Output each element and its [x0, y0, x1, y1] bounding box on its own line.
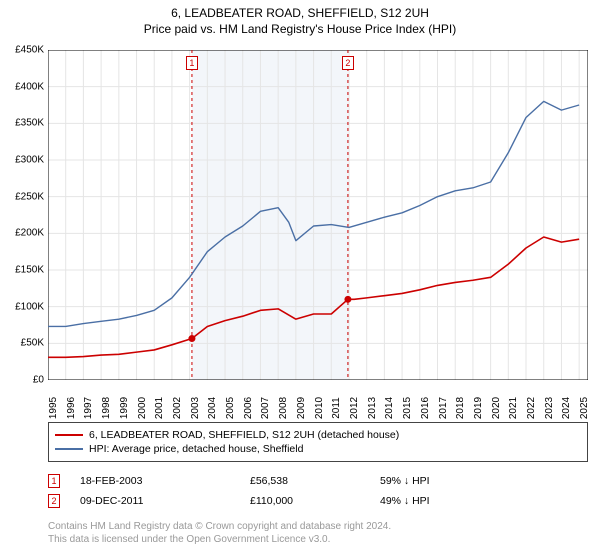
y-tick-label: £0 [33, 375, 44, 386]
tx-price: £56,538 [250, 475, 380, 487]
legend-row: 6, LEADBEATER ROAD, SHEFFIELD, S12 2UH (… [55, 429, 581, 441]
x-tick-label: 2001 [154, 397, 165, 419]
x-tick-label: 2000 [137, 397, 148, 419]
x-tick-label: 2015 [402, 397, 413, 419]
legend-swatch [55, 434, 83, 436]
legend-label: 6, LEADBEATER ROAD, SHEFFIELD, S12 2UH (… [89, 429, 399, 441]
x-tick-label: 2006 [243, 397, 254, 419]
chart-marker-1: 1 [186, 56, 198, 70]
x-tick-label: 2024 [561, 397, 572, 419]
x-tick-label: 2016 [420, 397, 431, 419]
y-tick-label: £50K [21, 338, 44, 349]
y-tick-label: £150K [15, 265, 44, 276]
footer-line1: Contains HM Land Registry data © Crown c… [48, 520, 588, 533]
x-tick-label: 2005 [225, 397, 236, 419]
x-tick-label: 2025 [579, 397, 590, 419]
x-tick-label: 2019 [473, 397, 484, 419]
legend-label: HPI: Average price, detached house, Shef… [89, 443, 303, 455]
x-tick-label: 1995 [48, 397, 59, 419]
y-tick-label: £250K [15, 191, 44, 202]
tx-date: 09-DEC-2011 [80, 495, 250, 507]
x-tick-label: 2013 [367, 397, 378, 419]
x-tick-label: 1998 [101, 397, 112, 419]
x-tick-label: 2014 [384, 397, 395, 419]
title-block: 6, LEADBEATER ROAD, SHEFFIELD, S12 2UH P… [0, 0, 600, 36]
x-tick-label: 2008 [278, 397, 289, 419]
footer: Contains HM Land Registry data © Crown c… [48, 520, 588, 546]
x-tick-label: 2017 [438, 397, 449, 419]
tx-delta: 49% ↓ HPI [380, 495, 560, 507]
x-tick-label: 2004 [207, 397, 218, 419]
x-tick-label: 1999 [119, 397, 130, 419]
chart-area: £0£50K£100K£150K£200K£250K£300K£350K£400… [48, 50, 588, 380]
tx-price: £110,000 [250, 495, 380, 507]
tx-date: 18-FEB-2003 [80, 475, 250, 487]
chart-svg [48, 50, 588, 380]
transaction-table: 1 18-FEB-2003 £56,538 59% ↓ HPI 2 09-DEC… [48, 468, 588, 514]
y-tick-label: £300K [15, 155, 44, 166]
y-tick-label: £450K [15, 45, 44, 56]
x-tick-label: 2002 [172, 397, 183, 419]
y-tick-label: £100K [15, 301, 44, 312]
chart-marker-2: 2 [342, 56, 354, 70]
x-tick-label: 1996 [66, 397, 77, 419]
x-tick-label: 2023 [544, 397, 555, 419]
transaction-row: 2 09-DEC-2011 £110,000 49% ↓ HPI [48, 494, 588, 508]
y-tick-label: £350K [15, 118, 44, 129]
x-tick-label: 2018 [455, 397, 466, 419]
x-tick-label: 2007 [260, 397, 271, 419]
tx-marker-1: 1 [48, 474, 60, 488]
x-tick-label: 2011 [331, 397, 342, 419]
x-tick-label: 2009 [296, 397, 307, 419]
x-tick-label: 2022 [526, 397, 537, 419]
legend-swatch [55, 448, 83, 450]
tx-marker-2: 2 [48, 494, 60, 508]
tx-delta: 59% ↓ HPI [380, 475, 560, 487]
x-tick-label: 2021 [508, 397, 519, 419]
x-tick-label: 1997 [83, 397, 94, 419]
x-tick-label: 2020 [491, 397, 502, 419]
title-subtitle: Price paid vs. HM Land Registry's House … [0, 22, 600, 36]
footer-line2: This data is licensed under the Open Gov… [48, 533, 588, 546]
y-tick-label: £400K [15, 81, 44, 92]
legend: 6, LEADBEATER ROAD, SHEFFIELD, S12 2UH (… [48, 422, 588, 462]
x-tick-label: 2010 [314, 397, 325, 419]
title-address: 6, LEADBEATER ROAD, SHEFFIELD, S12 2UH [0, 6, 600, 20]
x-tick-label: 2003 [190, 397, 201, 419]
transaction-row: 1 18-FEB-2003 £56,538 59% ↓ HPI [48, 474, 588, 488]
legend-row: HPI: Average price, detached house, Shef… [55, 443, 581, 455]
y-tick-label: £200K [15, 228, 44, 239]
x-tick-label: 2012 [349, 397, 360, 419]
